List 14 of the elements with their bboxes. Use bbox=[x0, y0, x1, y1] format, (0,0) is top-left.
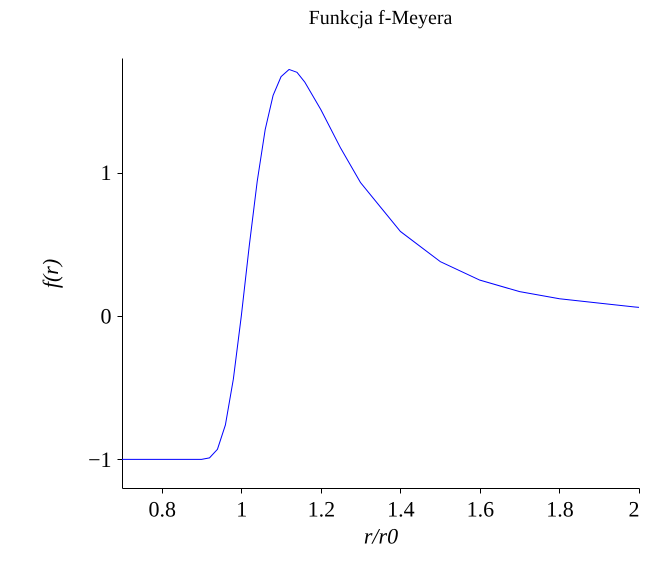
x-tick-label: 1.6 bbox=[466, 496, 494, 522]
x-tick-label: 1.2 bbox=[308, 496, 336, 522]
y-axis-title: f(r) bbox=[38, 258, 64, 288]
x-tick-label: 1.4 bbox=[387, 496, 415, 522]
y-tick-label: 0 bbox=[100, 304, 112, 328]
x-tick-label: 2 bbox=[628, 496, 640, 522]
y-tick-label: −1 bbox=[88, 446, 112, 472]
x-axis-title: r/r0 bbox=[364, 524, 398, 548]
chart-title: Funkcja f-Meyera bbox=[308, 7, 453, 29]
x-tick-label: 0.8 bbox=[148, 496, 176, 522]
y-tick-label: 1 bbox=[100, 160, 112, 186]
line-series bbox=[122, 68, 640, 460]
x-tick-label: 1.8 bbox=[546, 496, 574, 522]
x-tick-label: 1 bbox=[236, 496, 248, 522]
